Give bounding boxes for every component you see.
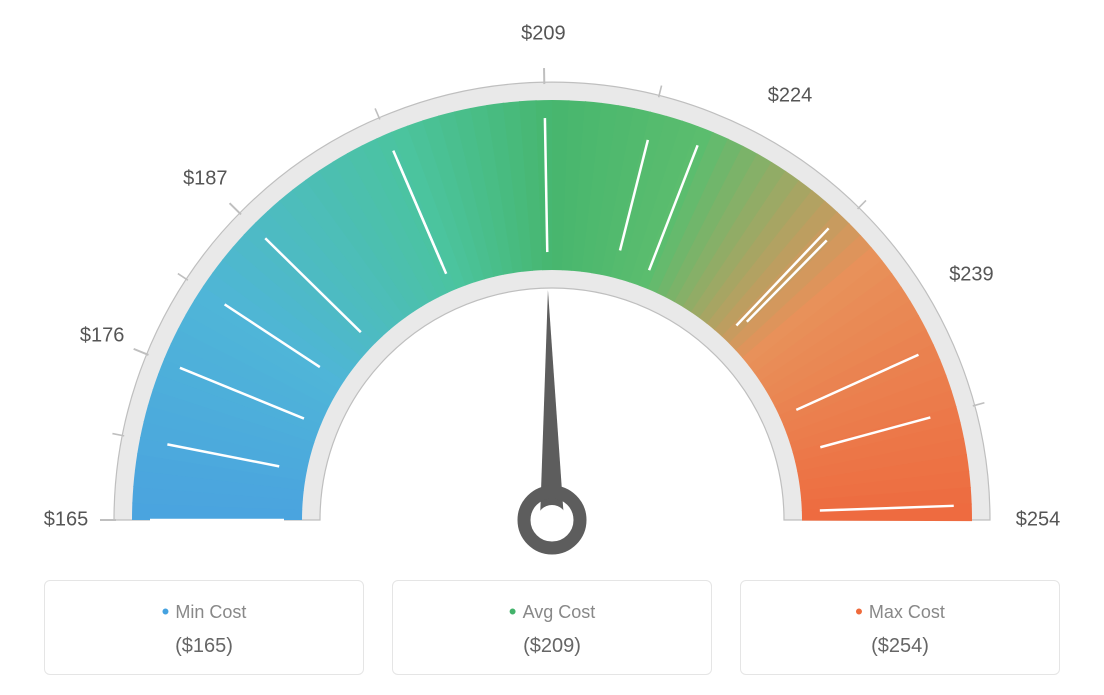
gauge-tick-label: $187 <box>183 168 228 191</box>
legend-avg-label: Avg Cost <box>393 599 711 625</box>
legend-card-avg: Avg Cost ($209) <box>392 580 712 675</box>
gauge-tick-label: $165 <box>44 509 89 532</box>
cost-gauge-chart: $165 $176 $187 $209 $224 $239 $254 <box>22 20 1082 560</box>
gauge-tick-label: $209 <box>521 23 566 46</box>
legend-card-min: Min Cost ($165) <box>44 580 364 675</box>
legend-row: Min Cost ($165) Avg Cost ($209) Max Cost… <box>20 580 1084 675</box>
legend-min-label: Min Cost <box>45 599 363 625</box>
legend-avg-value: ($209) <box>393 635 711 658</box>
legend-card-max: Max Cost ($254) <box>740 580 1060 675</box>
legend-max-label: Max Cost <box>741 599 1059 625</box>
legend-max-value: ($254) <box>741 635 1059 658</box>
gauge-tick-label: $239 <box>949 263 994 286</box>
gauge-svg <box>22 20 1082 560</box>
gauge-tick-label: $176 <box>80 324 125 347</box>
gauge-tick-label: $254 <box>1016 509 1061 532</box>
gauge-tick-label: $224 <box>768 85 813 108</box>
legend-min-value: ($165) <box>45 635 363 658</box>
